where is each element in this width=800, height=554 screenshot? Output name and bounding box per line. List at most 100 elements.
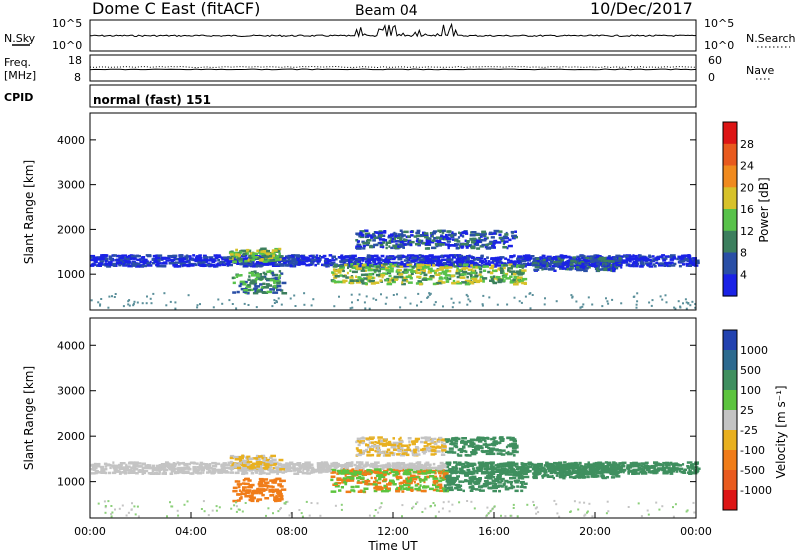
echo-cell bbox=[639, 470, 644, 474]
echo-cell bbox=[215, 254, 221, 257]
echo-cell bbox=[242, 252, 248, 255]
ground-scatter bbox=[356, 299, 359, 302]
echo-cell bbox=[489, 443, 495, 446]
echo-cell bbox=[436, 484, 443, 488]
ground-scatter bbox=[434, 301, 437, 304]
echo-cell bbox=[184, 255, 189, 258]
echo-cell bbox=[480, 235, 483, 238]
echo-cell bbox=[479, 245, 484, 248]
echo-cell bbox=[655, 256, 659, 259]
echo-cell bbox=[274, 461, 279, 464]
echo-cell bbox=[474, 488, 479, 491]
echo-cell bbox=[90, 256, 93, 259]
echo-cell bbox=[390, 470, 393, 473]
echo-cell bbox=[282, 466, 288, 469]
echo-cell bbox=[419, 463, 423, 467]
echo-cell bbox=[451, 256, 457, 259]
echo-cell bbox=[238, 259, 243, 263]
echo-cell bbox=[667, 462, 670, 465]
echo-cell bbox=[489, 271, 494, 275]
echo-cell bbox=[133, 467, 136, 471]
echo-cell bbox=[246, 466, 251, 469]
echo-cell bbox=[422, 242, 427, 245]
echo-cell bbox=[393, 256, 397, 259]
echo-cell bbox=[448, 447, 454, 450]
echo-cell bbox=[643, 466, 648, 470]
echo-cell bbox=[242, 290, 247, 294]
echo-cell bbox=[520, 465, 525, 469]
echo-cell bbox=[399, 229, 403, 232]
echo-cell bbox=[467, 282, 471, 285]
noise-left-tick-top: 10^5 bbox=[52, 17, 82, 30]
echo-cell bbox=[311, 256, 314, 260]
echo-cell bbox=[417, 280, 421, 283]
echo-cell bbox=[367, 268, 373, 272]
echo-cell bbox=[471, 449, 477, 452]
echo-cell bbox=[414, 476, 420, 479]
echo-cell bbox=[271, 255, 276, 259]
echo-cell bbox=[620, 266, 623, 269]
echo-cell bbox=[578, 461, 582, 465]
echo-cell bbox=[320, 470, 325, 473]
echo-cell bbox=[446, 230, 452, 233]
echo-cell bbox=[652, 469, 659, 472]
echo-cell bbox=[454, 439, 459, 443]
echo-cell bbox=[356, 471, 363, 474]
echo-cell bbox=[421, 450, 427, 453]
echo-cell bbox=[379, 273, 386, 277]
echo-cell bbox=[648, 254, 651, 257]
echo-cell bbox=[555, 258, 559, 262]
echo-cell bbox=[261, 493, 265, 497]
echo-cell bbox=[151, 258, 155, 261]
echo-cell bbox=[377, 270, 381, 273]
echo-cell bbox=[168, 466, 173, 469]
echo-cell bbox=[333, 276, 338, 279]
echo-cell bbox=[651, 466, 654, 469]
echo-cell bbox=[641, 468, 645, 471]
echo-cell bbox=[665, 264, 669, 267]
echo-cell bbox=[394, 466, 400, 470]
echo-cell bbox=[104, 471, 108, 475]
echo-cell bbox=[512, 471, 517, 475]
echo-cell bbox=[386, 258, 391, 261]
echo-cell bbox=[316, 464, 321, 467]
ytick-label: 3000 bbox=[57, 179, 85, 192]
echo-cell bbox=[194, 256, 201, 259]
echo-cell bbox=[240, 490, 243, 494]
echo-cell bbox=[269, 461, 276, 465]
echo-cell bbox=[512, 469, 516, 472]
echo-cell bbox=[689, 471, 696, 475]
echo-cell bbox=[678, 264, 682, 268]
echo-cell bbox=[434, 452, 437, 455]
echo-cell bbox=[452, 466, 457, 469]
echo-cell bbox=[687, 471, 690, 474]
echo-cell bbox=[614, 463, 620, 467]
echo-cell bbox=[448, 461, 452, 465]
echo-cell bbox=[400, 447, 404, 450]
echo-cell bbox=[403, 268, 408, 271]
echo-cell bbox=[405, 468, 410, 472]
echo-cell bbox=[128, 462, 132, 465]
echo-cell bbox=[485, 481, 489, 484]
echo-cell bbox=[94, 466, 98, 470]
echo-cell bbox=[403, 449, 408, 452]
echo-cell bbox=[603, 262, 610, 266]
echo-cell bbox=[424, 462, 428, 466]
echo-cell bbox=[145, 254, 152, 257]
echo-cell bbox=[409, 464, 413, 467]
echo-cell bbox=[258, 290, 262, 293]
echo-cell bbox=[345, 479, 351, 482]
echo-cell bbox=[478, 273, 482, 276]
echo-cell bbox=[135, 262, 141, 266]
echo-cell bbox=[615, 254, 621, 258]
echo-cell bbox=[363, 470, 369, 473]
echo-cell bbox=[271, 259, 277, 262]
echo-cell bbox=[479, 489, 485, 492]
echo-cell bbox=[484, 467, 490, 471]
echo-cell bbox=[289, 466, 292, 470]
echo-cell bbox=[400, 234, 406, 237]
echo-cell bbox=[139, 260, 144, 264]
echo-cell bbox=[267, 258, 273, 261]
ground-scatter bbox=[107, 306, 110, 309]
